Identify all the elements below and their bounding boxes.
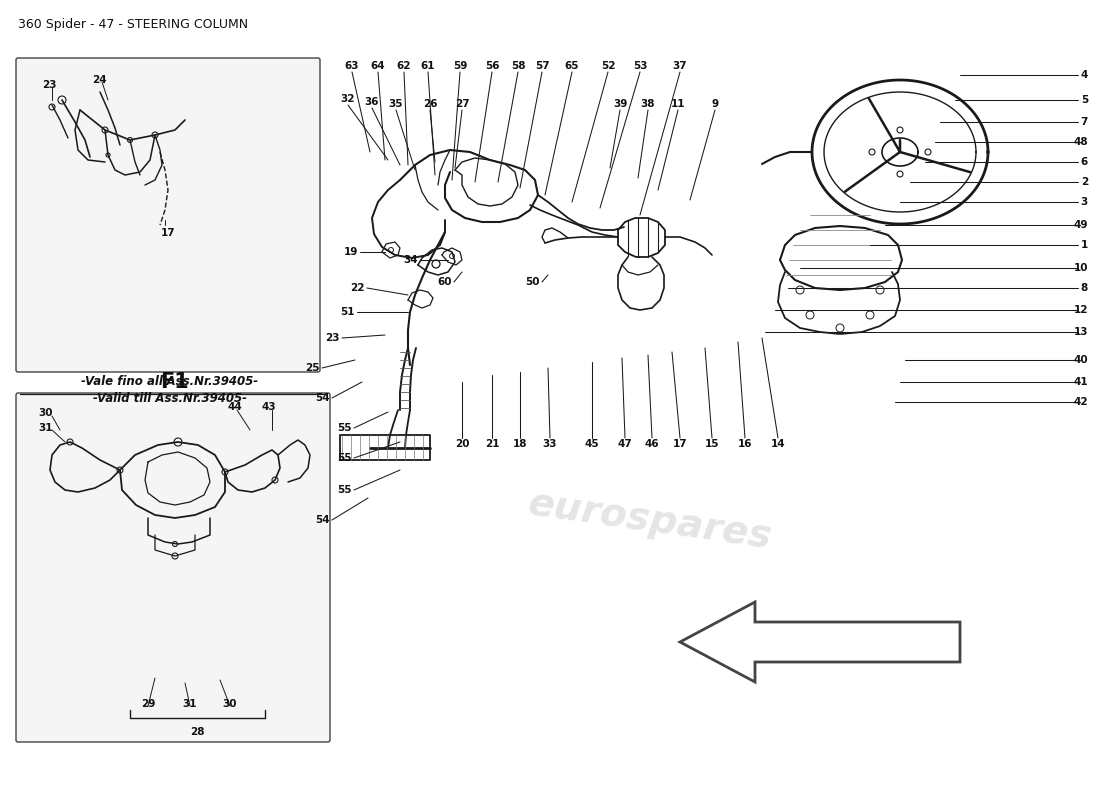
Text: 49: 49 [1074,220,1088,230]
Text: 38: 38 [640,99,656,109]
Text: 25: 25 [306,363,320,373]
Text: 52: 52 [601,61,615,71]
Text: 54: 54 [316,393,330,403]
Text: 55: 55 [338,423,352,433]
Text: 29: 29 [141,699,155,709]
Text: 360 Spider - 47 - STEERING COLUMN: 360 Spider - 47 - STEERING COLUMN [18,18,249,31]
Text: 54: 54 [316,515,330,525]
Text: 20: 20 [454,439,470,449]
Text: 35: 35 [388,99,404,109]
Text: 57: 57 [535,61,549,71]
Text: 63: 63 [344,61,360,71]
Text: 23: 23 [42,80,56,90]
Text: 19: 19 [343,247,358,257]
Text: 16: 16 [738,439,752,449]
Text: 55: 55 [338,485,352,495]
Text: 31: 31 [39,423,53,433]
Text: 34: 34 [404,255,418,265]
Text: 6: 6 [1080,157,1088,167]
Text: 15: 15 [705,439,719,449]
Text: 23: 23 [326,333,340,343]
Text: 46: 46 [645,439,659,449]
Text: 2: 2 [1080,177,1088,187]
Text: 56: 56 [485,61,499,71]
Text: 8: 8 [1080,283,1088,293]
Text: 62: 62 [397,61,411,71]
Text: 21: 21 [485,439,499,449]
Text: 44: 44 [228,402,243,412]
Text: -Valid till Ass.Nr.39405-: -Valid till Ass.Nr.39405- [94,392,248,405]
Text: 42: 42 [1074,397,1088,407]
Text: 47: 47 [617,439,632,449]
Text: -Vale fino all'Ass.Nr.39405-: -Vale fino all'Ass.Nr.39405- [81,375,258,388]
Text: 60: 60 [438,277,452,287]
Text: 61: 61 [420,61,436,71]
Text: 4: 4 [1080,70,1088,80]
Text: 64: 64 [371,61,385,71]
Text: 43: 43 [262,402,276,412]
Text: 5: 5 [1080,95,1088,105]
Text: 30: 30 [222,699,238,709]
Text: 22: 22 [351,283,365,293]
Text: 45: 45 [585,439,600,449]
Text: 37: 37 [673,61,688,71]
Text: 27: 27 [454,99,470,109]
Text: 30: 30 [39,408,53,418]
Text: 53: 53 [632,61,647,71]
Text: 10: 10 [1074,263,1088,273]
Text: 1: 1 [1080,240,1088,250]
Text: eurospares: eurospares [70,184,319,256]
Text: 32: 32 [341,94,355,104]
Text: 9: 9 [712,99,718,109]
Text: 33: 33 [542,439,558,449]
Text: 17: 17 [673,439,688,449]
Text: 7: 7 [1080,117,1088,127]
Text: 28: 28 [189,727,205,737]
Text: 65: 65 [564,61,580,71]
Text: 51: 51 [341,307,355,317]
Text: 48: 48 [1074,137,1088,147]
Text: 17: 17 [161,228,175,238]
Text: 13: 13 [1074,327,1088,337]
Text: F1: F1 [161,372,189,392]
Text: 58: 58 [510,61,526,71]
Text: 55: 55 [338,453,352,463]
FancyBboxPatch shape [16,58,320,372]
Text: 24: 24 [92,75,107,85]
Text: 14: 14 [771,439,785,449]
Text: 31: 31 [183,699,197,709]
FancyBboxPatch shape [16,393,330,742]
Text: 26: 26 [422,99,438,109]
Text: 39: 39 [613,99,627,109]
Text: 11: 11 [671,99,685,109]
Text: 36: 36 [365,97,380,107]
Text: 18: 18 [513,439,527,449]
Text: 59: 59 [453,61,468,71]
Text: 12: 12 [1074,305,1088,315]
Text: 40: 40 [1074,355,1088,365]
Text: 41: 41 [1074,377,1088,387]
Text: 50: 50 [526,277,540,287]
Text: eurospares: eurospares [526,484,774,556]
Text: 3: 3 [1080,197,1088,207]
